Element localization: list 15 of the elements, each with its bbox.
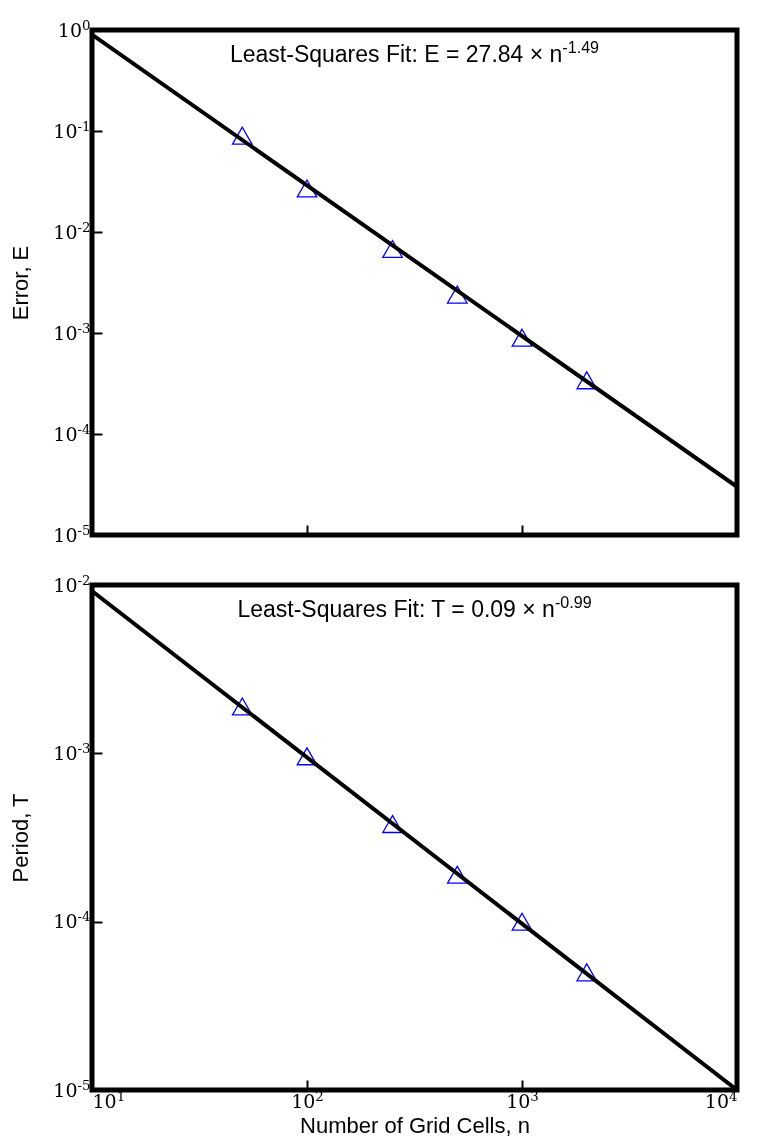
y-tick-label: 10$^{-4}$ bbox=[53, 421, 91, 445]
y-tick-label: 10$^{-3}$ bbox=[53, 740, 91, 764]
y-tick-label: 10$^{-2}$ bbox=[53, 219, 91, 243]
y-tick-label: 10$^{-2}$ bbox=[53, 572, 91, 596]
x-axis-title: Number of Grid Cells, n bbox=[300, 1112, 530, 1138]
y-tick-label: 10$^{-4}$ bbox=[53, 908, 91, 933]
y-tick-label: 10$^{0}$ bbox=[57, 17, 91, 41]
annotation: Least-Squares Fit: E = 27.84 × n$^{-1.49}$ bbox=[229, 38, 600, 67]
y-tick-label: 10$^{-5}$ bbox=[53, 522, 91, 546]
y-axis-title: Error, E bbox=[7, 245, 33, 321]
y-tick-label: 10$^{-5}$ bbox=[53, 1077, 91, 1101]
y-tick-label: 10$^{-1}$ bbox=[53, 118, 91, 142]
y-axis-title: Period, T bbox=[7, 793, 33, 883]
y-tick-label: 10$^{-3}$ bbox=[53, 320, 91, 344]
annotation: Least-Squares Fit: T = 0.09 × n$^{-0.99}$ bbox=[237, 593, 592, 622]
